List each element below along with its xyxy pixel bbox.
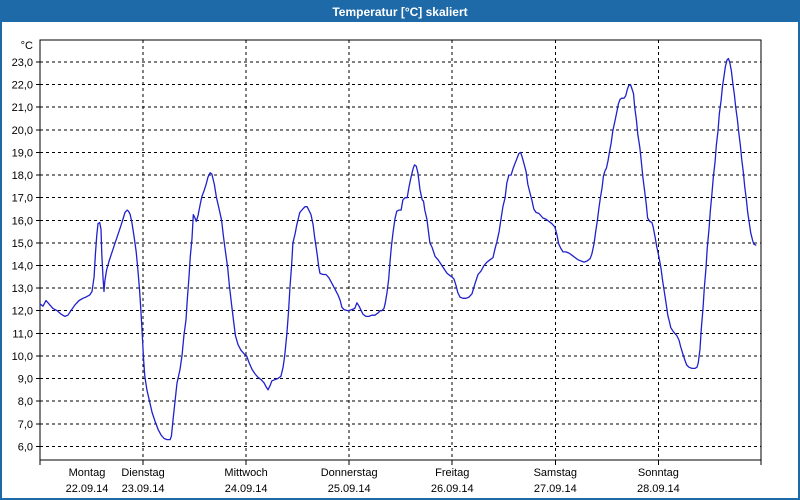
day-label: Sonntag bbox=[638, 467, 679, 479]
y-tick-label: 11,0 bbox=[12, 328, 33, 340]
y-tick-label: 23,0 bbox=[12, 57, 33, 69]
y-tick-label: 18,0 bbox=[12, 170, 33, 182]
day-date-label: 23.09.14 bbox=[122, 483, 165, 495]
y-tick-label: 14,0 bbox=[12, 260, 33, 272]
y-tick-label: 21,0 bbox=[12, 102, 33, 114]
y-tick-label: 8,0 bbox=[18, 396, 33, 408]
day-date-label: 24.09.14 bbox=[225, 483, 268, 495]
y-tick-label: 12,0 bbox=[12, 306, 33, 318]
plot-border bbox=[39, 39, 762, 461]
window-title: Temperatur [°C] skaliert bbox=[332, 5, 468, 19]
y-tick-label: 9,0 bbox=[18, 374, 33, 386]
y-axis-unit-label: °C bbox=[21, 40, 33, 52]
plot-area bbox=[40, 40, 761, 460]
day-label: Dienstag bbox=[121, 467, 164, 479]
day-label: Mittwoch bbox=[224, 467, 267, 479]
day-date-label: 26.09.14 bbox=[431, 483, 474, 495]
day-label: Samstag bbox=[534, 467, 577, 479]
y-tick-label: 6,0 bbox=[18, 441, 33, 453]
y-tick-label: 19,0 bbox=[12, 147, 33, 159]
y-tick-label: 7,0 bbox=[18, 419, 33, 431]
temperature-chart: 23,0 22,0 21,0 20,0 19,0 18,0 17,0 16,0 15,0 14,0… bbox=[12, 39, 762, 495]
day-label: Donnerstag bbox=[321, 467, 378, 479]
day-label: Montag bbox=[69, 467, 106, 479]
day-label: Freitag bbox=[435, 467, 469, 479]
day-date-label: 22.09.14 bbox=[66, 483, 109, 495]
y-tick-label: 13,0 bbox=[12, 283, 33, 295]
day-date-label: 27.09.14 bbox=[534, 483, 577, 495]
day-date-label: 25.09.14 bbox=[328, 483, 371, 495]
y-tick-label: 20,0 bbox=[12, 125, 33, 137]
y-tick-label: 10,0 bbox=[12, 351, 33, 363]
temperature-line bbox=[39, 57, 757, 441]
title-bar: Temperatur [°C] skaliert bbox=[2, 2, 798, 22]
day-date-label: 28.09.14 bbox=[637, 483, 680, 495]
y-tick-label: 17,0 bbox=[12, 193, 33, 205]
y-tick-label: 15,0 bbox=[12, 238, 33, 250]
y-tick-label: 16,0 bbox=[12, 215, 33, 227]
y-tick-label: 22,0 bbox=[12, 80, 33, 92]
